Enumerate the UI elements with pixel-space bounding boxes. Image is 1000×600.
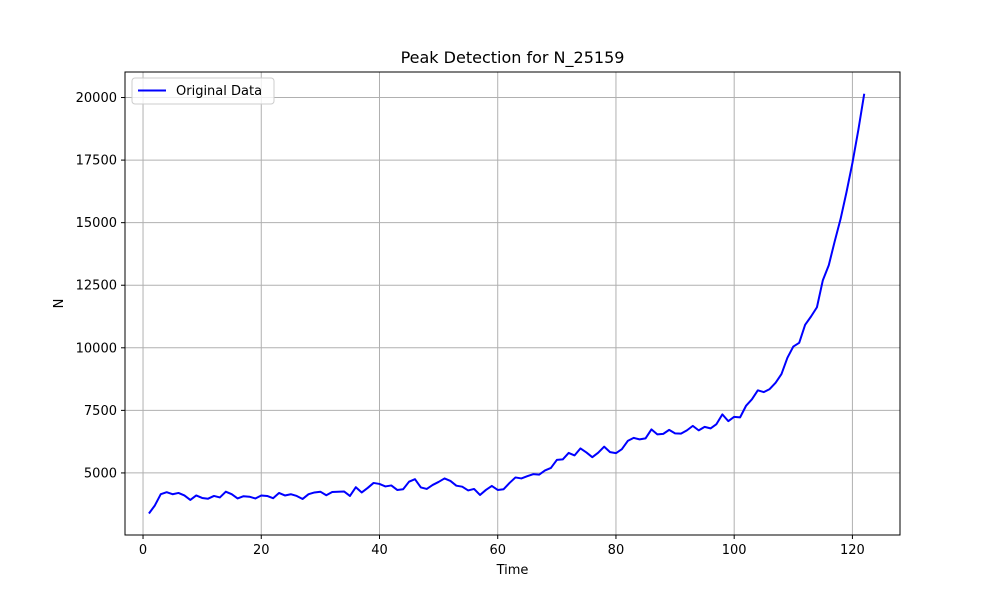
x-tick-label: 60 bbox=[489, 543, 506, 558]
y-tick-label: 15000 bbox=[76, 216, 117, 231]
y-axis-ticks: 5000 7500 10000 12500 15000 17500 20000 bbox=[76, 91, 125, 481]
x-tick-label: 0 bbox=[139, 543, 147, 558]
y-axis-label: N bbox=[52, 299, 67, 309]
legend-entry: Original Data bbox=[176, 84, 262, 99]
plot-frame bbox=[124, 71, 901, 536]
grid-lines bbox=[125, 72, 900, 535]
x-tick-label: 20 bbox=[253, 543, 270, 558]
y-tick-label: 17500 bbox=[76, 154, 117, 169]
legend: Original Data bbox=[131, 77, 275, 105]
x-tick-label: 80 bbox=[608, 543, 625, 558]
legend-box bbox=[131, 77, 275, 105]
y-tick-label: 20000 bbox=[76, 91, 117, 106]
x-tick-label: 120 bbox=[840, 543, 865, 558]
x-tick-label: 100 bbox=[722, 543, 747, 558]
x-axis-ticks: 0 20 40 60 80 100 120 bbox=[139, 535, 865, 558]
series-line-original-data bbox=[148, 93, 866, 515]
y-tick-label: 12500 bbox=[76, 279, 117, 294]
chart-title: Peak Detection for N_25159 bbox=[401, 48, 625, 68]
series-layer bbox=[148, 93, 866, 515]
x-axis-label: Time bbox=[496, 563, 529, 578]
y-tick-label: 10000 bbox=[76, 341, 117, 356]
y-tick-label: 5000 bbox=[84, 466, 117, 481]
y-tick-label: 7500 bbox=[84, 404, 117, 419]
x-tick-label: 40 bbox=[371, 543, 388, 558]
